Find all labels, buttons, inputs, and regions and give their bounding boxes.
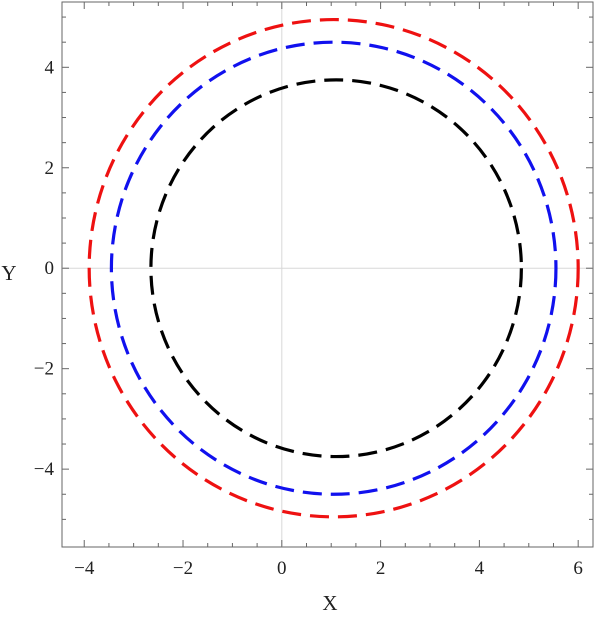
series-layer [87,17,580,519]
y-tick-label: 2 [45,158,55,179]
x-tick-label: 4 [475,558,485,579]
series-circle-2 [109,40,558,496]
x-tick-label: −2 [173,558,193,579]
x-tick-label: −4 [74,558,95,579]
plot-frame [61,1,594,548]
y-tick-label: −4 [34,459,55,480]
x-tick-label: 0 [277,558,287,579]
y-tick-labels: −4 −2 0 2 4 [34,57,55,480]
x-axis-label: X [322,591,337,615]
series-circle-1 [87,17,580,519]
y-tick-label: 4 [45,57,55,78]
tick-marks [62,2,593,547]
x-tick-labels: −4 −2 0 2 4 6 [74,558,583,579]
y-tick-label: −2 [34,359,54,380]
x-tick-label: 2 [376,558,386,579]
y-axis-label: Y [1,261,16,285]
y-tick-label: 0 [45,258,55,279]
x-tick-label: 6 [573,558,583,579]
series-circle-3 [149,78,523,459]
